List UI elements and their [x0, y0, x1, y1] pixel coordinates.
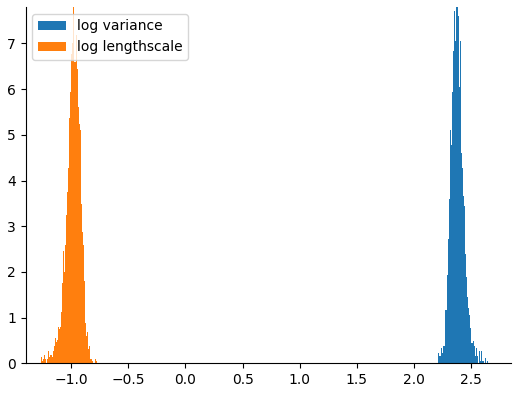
Legend: log variance, log lengthscale: log variance, log lengthscale: [33, 14, 188, 60]
